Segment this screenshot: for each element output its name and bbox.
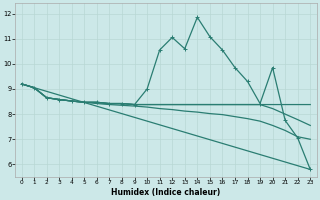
X-axis label: Humidex (Indice chaleur): Humidex (Indice chaleur) xyxy=(111,188,220,197)
